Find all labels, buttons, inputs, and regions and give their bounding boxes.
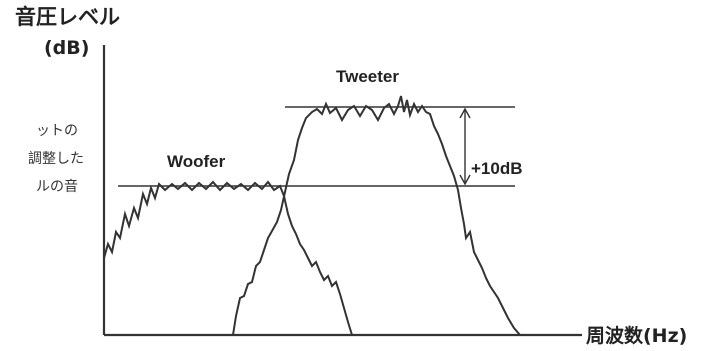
side-note-line: 調整した — [28, 151, 84, 167]
side-note: ットの 調整した ルの音 — [28, 123, 84, 195]
y-axis-title: 音圧レベル — [15, 5, 120, 29]
woofer-label: Woofer — [167, 152, 226, 171]
level-difference-label: +10dB — [471, 159, 523, 178]
x-axis-title: 周波数(Hz) — [586, 324, 687, 347]
side-note-line: ルの音 — [36, 178, 78, 195]
woofer-curve — [103, 180, 353, 336]
side-note-line: ットの — [36, 123, 78, 139]
y-axis-unit: (dB) — [44, 37, 89, 59]
level-difference-arrow — [459, 107, 471, 186]
tweeter-label: Tweeter — [336, 67, 399, 86]
tweeter-curve — [232, 95, 521, 336]
